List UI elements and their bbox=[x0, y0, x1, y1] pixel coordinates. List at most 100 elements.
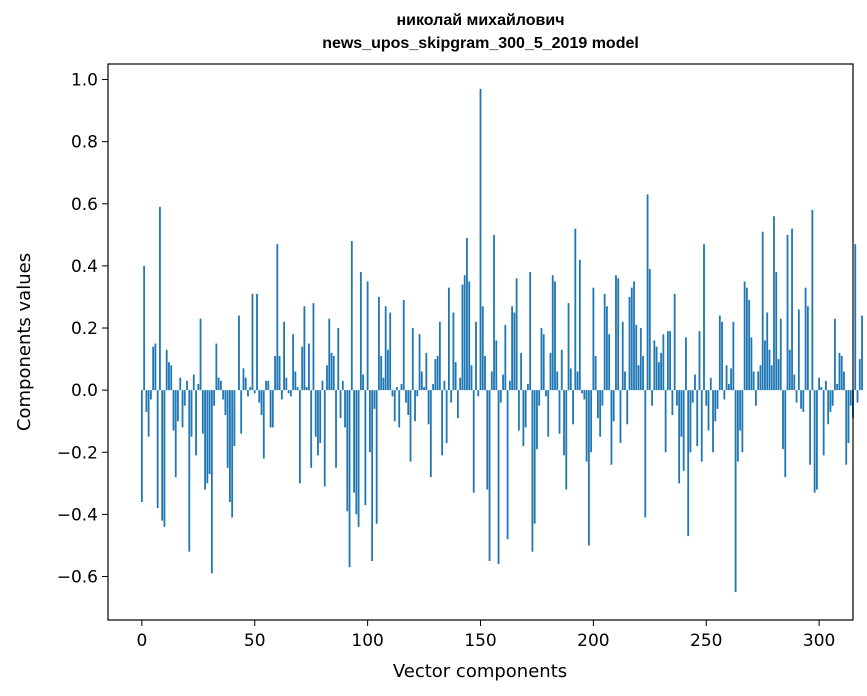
bar-295 bbox=[806, 306, 809, 391]
bar-219 bbox=[635, 324, 638, 391]
bar-224 bbox=[646, 194, 649, 391]
bar-290 bbox=[795, 390, 798, 403]
bar-157 bbox=[495, 340, 498, 391]
x-tick-label-100: 100 bbox=[351, 631, 383, 651]
bar-10 bbox=[163, 390, 166, 527]
bar-54 bbox=[262, 390, 265, 459]
bar-90 bbox=[344, 390, 346, 428]
bar-150 bbox=[479, 88, 482, 391]
bar-167 bbox=[517, 390, 520, 431]
y-axis-label: Components values bbox=[14, 253, 35, 431]
bar-293 bbox=[802, 390, 805, 412]
bar-264 bbox=[736, 390, 739, 462]
bar-2 bbox=[145, 390, 148, 412]
bar-249 bbox=[703, 244, 705, 391]
bar-283 bbox=[779, 318, 782, 391]
bar-105 bbox=[378, 296, 380, 391]
bar-220 bbox=[637, 365, 640, 391]
bar-142 bbox=[461, 284, 464, 391]
bar-319 bbox=[861, 315, 863, 391]
bar-251 bbox=[707, 390, 710, 431]
bar-243 bbox=[689, 390, 692, 453]
bar-77 bbox=[314, 390, 317, 437]
bar-65 bbox=[287, 390, 290, 394]
y-tick-label-1: −0.4 bbox=[57, 505, 98, 525]
bar-60 bbox=[276, 244, 279, 391]
bar-313 bbox=[847, 390, 850, 443]
bar-186 bbox=[560, 349, 563, 391]
bar-176 bbox=[538, 390, 541, 406]
y-tick-label-4: 0.2 bbox=[71, 319, 98, 339]
bar-244 bbox=[691, 390, 694, 403]
bar-100 bbox=[366, 281, 369, 391]
bar-173 bbox=[531, 390, 534, 552]
bar-52 bbox=[258, 390, 261, 403]
bar-31 bbox=[210, 390, 213, 574]
y-tick-label-5: 0.4 bbox=[71, 257, 98, 277]
y-tick-label-7: 0.8 bbox=[71, 133, 98, 153]
bar-223 bbox=[644, 390, 647, 518]
x-axis: 0 50 100 150 200 250 300 bbox=[136, 620, 835, 651]
y-tick-label-3: 0.0 bbox=[71, 381, 98, 401]
bar-257 bbox=[721, 321, 723, 391]
bar-209 bbox=[612, 390, 615, 422]
bar-138 bbox=[452, 312, 455, 391]
bar-88 bbox=[339, 390, 342, 419]
bar-136 bbox=[447, 287, 450, 391]
bar-269 bbox=[748, 300, 751, 391]
x-tick-label-200: 200 bbox=[577, 631, 609, 651]
bar-30 bbox=[208, 390, 211, 475]
bar-177 bbox=[540, 328, 543, 391]
bar-230 bbox=[660, 352, 663, 391]
bar-215 bbox=[626, 390, 629, 425]
bar-165 bbox=[513, 312, 516, 391]
bar-306 bbox=[831, 390, 834, 406]
bar-247 bbox=[698, 331, 701, 391]
bar-38 bbox=[226, 390, 229, 468]
bar-180 bbox=[547, 390, 550, 437]
bar-254 bbox=[714, 390, 717, 422]
bar-124 bbox=[420, 371, 423, 391]
bar-235 bbox=[671, 390, 674, 415]
bar-255 bbox=[716, 390, 719, 409]
bar-185 bbox=[558, 390, 561, 434]
bar-193 bbox=[576, 371, 579, 391]
bar-266 bbox=[741, 390, 744, 453]
bar-280 bbox=[773, 216, 775, 391]
bar-216 bbox=[628, 296, 631, 391]
bar-317 bbox=[856, 390, 859, 403]
bar-234 bbox=[669, 331, 672, 391]
bar-175 bbox=[536, 390, 538, 450]
bar-183 bbox=[554, 281, 556, 391]
bar-0 bbox=[140, 390, 143, 502]
bar-86 bbox=[335, 390, 337, 468]
x-tick-label-250: 250 bbox=[690, 631, 722, 651]
bar-149 bbox=[477, 390, 480, 397]
bar-66 bbox=[289, 390, 292, 397]
bar-191 bbox=[572, 390, 574, 425]
bar-29 bbox=[206, 390, 209, 484]
chart-title-line-2: news_upos_skipgram_300_5_2019 model bbox=[322, 35, 639, 52]
y-tick-label-8: 1.0 bbox=[71, 71, 98, 91]
bar-259 bbox=[725, 365, 728, 391]
bar-4 bbox=[149, 390, 152, 400]
bar-241 bbox=[685, 337, 687, 391]
bar-222 bbox=[642, 355, 644, 391]
bar-127 bbox=[427, 390, 430, 425]
bar-47 bbox=[247, 390, 249, 397]
bar-258 bbox=[723, 390, 726, 400]
bar-188 bbox=[565, 390, 568, 490]
bar-43 bbox=[238, 315, 240, 391]
bar-22 bbox=[190, 390, 193, 437]
bar-16 bbox=[177, 390, 179, 422]
chart-title-line-1: николай михайлович bbox=[396, 12, 565, 29]
bar-271 bbox=[752, 371, 755, 391]
bar-260 bbox=[727, 383, 730, 391]
bar-296 bbox=[809, 390, 812, 465]
bar-95 bbox=[355, 390, 358, 515]
bar-159 bbox=[499, 390, 502, 403]
bar-309 bbox=[838, 352, 841, 391]
bar-70 bbox=[298, 390, 301, 484]
bar-91 bbox=[346, 390, 349, 512]
bar-154 bbox=[488, 390, 491, 561]
